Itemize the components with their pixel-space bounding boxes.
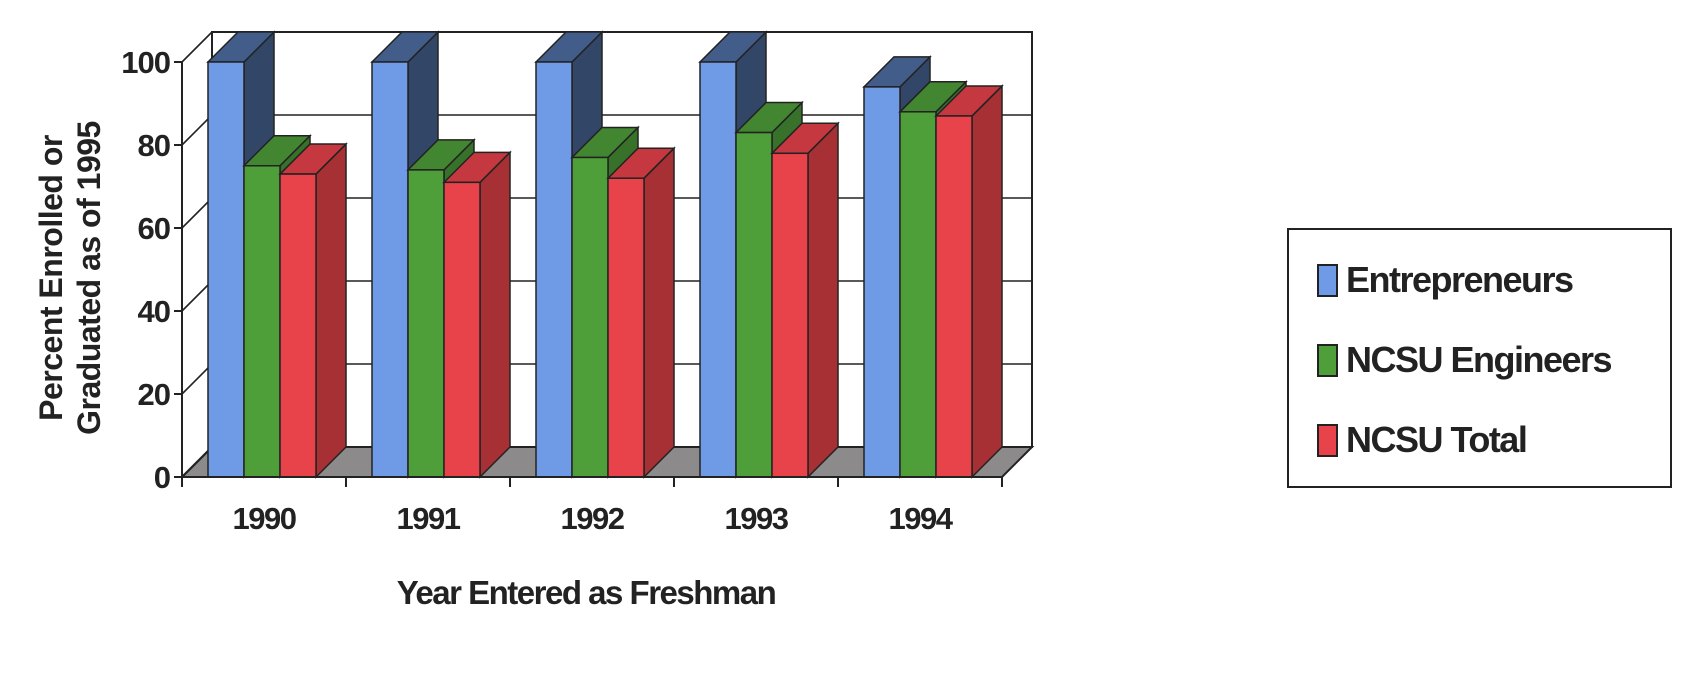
gridline-side xyxy=(181,31,213,63)
legend-item-ncsu-engineers: NCSU Engineers xyxy=(1317,338,1613,382)
legend: Entrepreneurs NCSU Engineers NCSU Total xyxy=(1287,228,1672,488)
y-tick-label: 60 xyxy=(138,211,170,246)
side-edge xyxy=(181,446,213,478)
bar-entrepreneurs xyxy=(535,61,573,478)
legend-swatch-ncsu-engineers xyxy=(1317,343,1338,377)
bar-side-ncsu-total xyxy=(643,146,675,479)
bar-ncsu-total xyxy=(935,115,973,478)
y-tick-label: 20 xyxy=(138,377,170,412)
legend-swatch-entrepreneurs xyxy=(1317,263,1338,297)
bar-ncsu-engineers xyxy=(407,169,445,478)
bar-side-ncsu-total xyxy=(971,84,1003,479)
x-tick-label: 1991 xyxy=(397,501,461,536)
bar-entrepreneurs xyxy=(863,86,901,478)
x-axis-title: Year Entered as Freshman xyxy=(397,574,776,611)
bar-entrepreneurs xyxy=(371,61,409,478)
gridline-side xyxy=(181,114,213,146)
y-tick-label: 80 xyxy=(138,128,170,163)
legend-label: Entrepreneurs xyxy=(1346,259,1574,300)
bar-entrepreneurs xyxy=(699,61,737,478)
legend-label: NCSU Total xyxy=(1346,419,1528,460)
x-tick-label: 1992 xyxy=(561,501,624,536)
y-axis-title: Graduated as of 1995 xyxy=(71,121,107,435)
gridline-side xyxy=(181,197,213,229)
gridline-side xyxy=(181,280,213,312)
bar-side-ncsu-total xyxy=(479,150,511,479)
bar-side-ncsu-total xyxy=(315,142,347,479)
x-tick-label: 1994 xyxy=(889,501,954,536)
bar-ncsu-engineers xyxy=(243,165,281,478)
y-tick-label: 0 xyxy=(154,460,170,495)
y-axis-title: Percent Enrolled or xyxy=(33,135,69,421)
gridline-side xyxy=(181,363,213,395)
bar-entrepreneurs xyxy=(207,61,245,478)
legend-item-entrepreneurs: Entrepreneurs xyxy=(1317,258,1574,302)
legend-label: NCSU Engineers xyxy=(1346,339,1613,380)
x-tick-label: 1993 xyxy=(725,501,789,536)
bar-ncsu-engineers xyxy=(899,111,937,478)
bar-ncsu-engineers xyxy=(735,131,773,478)
bar-ncsu-total xyxy=(771,152,809,478)
legend-swatch-ncsu-total xyxy=(1317,423,1338,457)
bar-ncsu-total xyxy=(443,181,481,478)
bar-side-ncsu-total xyxy=(807,121,839,479)
bar-ncsu-total xyxy=(607,177,645,478)
y-tick-label: 40 xyxy=(138,294,170,329)
bar-ncsu-total xyxy=(279,173,317,478)
bar-ncsu-engineers xyxy=(571,156,609,478)
legend-item-ncsu-total: NCSU Total xyxy=(1317,418,1528,462)
x-tick-label: 1990 xyxy=(233,501,296,536)
y-tick-label: 100 xyxy=(121,45,170,80)
